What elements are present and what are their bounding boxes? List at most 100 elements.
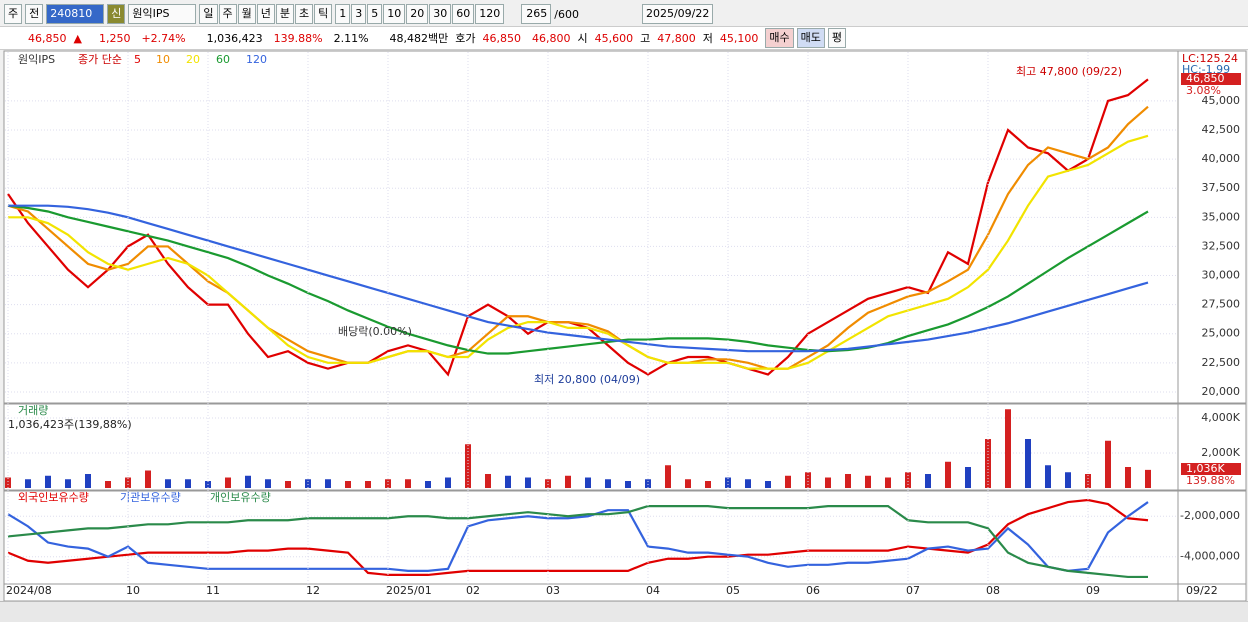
x-tick-label: 08 xyxy=(986,584,1000,597)
volume-bar xyxy=(945,461,951,488)
vratio: 139.88% xyxy=(273,31,323,45)
unit-button[interactable]: 주 xyxy=(218,4,237,24)
volume-bar xyxy=(745,479,751,488)
num-button[interactable]: 20 xyxy=(406,4,429,24)
volume-bar xyxy=(965,467,971,488)
num-button[interactable]: 30 xyxy=(429,4,452,24)
legend-entry: 외국인보유수량 xyxy=(18,491,89,504)
legend-entry: 120 xyxy=(246,53,267,66)
volume-bar xyxy=(425,481,431,488)
num-button[interactable]: 5 xyxy=(367,4,383,24)
total: /600 xyxy=(554,7,579,21)
last-rate: 3.08% xyxy=(1186,84,1221,97)
y-tick-label: 4,000K xyxy=(1201,411,1240,424)
legend-entry: 60 xyxy=(216,53,230,66)
x-tick-label: 04 xyxy=(646,584,660,597)
series-line xyxy=(7,105,1149,370)
volume-bar xyxy=(725,477,731,488)
num-button[interactable]: 120 xyxy=(475,4,505,24)
volume-bar xyxy=(145,470,151,488)
num-button[interactable]: 3 xyxy=(351,4,367,24)
volume-bar xyxy=(1125,467,1131,488)
quote-bar: 46,850 ▲ 1,250 +2.74% 1,036,423 139.88% … xyxy=(0,26,1248,50)
y-tick-label: 37,500 xyxy=(1202,181,1241,194)
volume-bar xyxy=(5,477,11,488)
legend-entry: 5 xyxy=(134,53,141,66)
unit-button[interactable]: 일 xyxy=(199,4,218,24)
y-tick-label: -4,000,000 xyxy=(1180,550,1240,563)
volume-bar xyxy=(1145,469,1151,488)
hc: HC:-1.99 xyxy=(1182,63,1230,76)
price: 46,850 xyxy=(28,31,67,45)
series-line xyxy=(8,204,1149,353)
prev[interactable]: 전 xyxy=(25,4,44,24)
x-tick-label: 2024/08 xyxy=(6,584,52,597)
high-label: 고 xyxy=(640,32,651,45)
volume-title: 거래량 xyxy=(18,404,48,417)
volume-bar xyxy=(865,475,871,488)
series-line xyxy=(7,505,1148,579)
unit-button[interactable]: 년 xyxy=(256,4,275,24)
x-tick-label: 11 xyxy=(206,584,220,597)
num-button[interactable]: 1 xyxy=(335,4,351,24)
period[interactable]: 주 xyxy=(4,4,23,24)
unit-button[interactable]: 틱 xyxy=(314,4,333,24)
bid: 46,800 xyxy=(532,31,571,45)
date[interactable]: 2025/09/22 xyxy=(641,4,714,24)
legend-entry: 기관보유수량 xyxy=(120,491,181,504)
volume-bar xyxy=(805,472,811,488)
volume-bar xyxy=(1025,439,1031,488)
sell[interactable]: 매도 xyxy=(796,28,825,48)
ask-label: 호가 xyxy=(455,32,476,45)
series-line xyxy=(7,204,1149,355)
y-tick-label: -2,000,000 xyxy=(1180,509,1240,522)
volume-bar xyxy=(85,474,91,488)
y-tick-label: 20,000 xyxy=(1202,385,1241,398)
volume-bar xyxy=(25,479,31,488)
legend-entry: 20 xyxy=(186,53,200,66)
volume-bar xyxy=(925,474,931,488)
volume-bar xyxy=(1065,472,1071,488)
legend-prefix: 종가 단순 xyxy=(78,53,122,66)
y-tick-label: 30,000 xyxy=(1202,269,1241,282)
eval[interactable]: 평 xyxy=(827,28,847,48)
x-tick-label: 06 xyxy=(806,584,820,597)
low: 45,100 xyxy=(719,31,759,45)
stock-name[interactable]: 원익IPS xyxy=(128,4,197,24)
code[interactable]: 240810 xyxy=(46,4,105,24)
volume-bar xyxy=(385,479,391,488)
y-tick-label: 2,000K xyxy=(1201,446,1240,459)
amount: 48,482백만 xyxy=(389,32,449,45)
volume-bar xyxy=(1105,440,1111,488)
volume-bar xyxy=(845,474,851,488)
annotation-high: 최고 47,800 (09/22) xyxy=(1016,65,1122,78)
volume-bar xyxy=(665,465,671,488)
volume-bar xyxy=(405,479,411,488)
price-panel xyxy=(3,50,1247,404)
last-volume-box xyxy=(1181,463,1241,475)
volume-bar xyxy=(645,479,651,488)
buy[interactable]: 매수 xyxy=(765,28,794,48)
num-button[interactable]: 10 xyxy=(383,4,406,24)
unit-button[interactable]: 초 xyxy=(295,4,314,24)
volume-bar xyxy=(585,477,591,488)
unit-button[interactable]: 분 xyxy=(275,4,294,24)
num-button[interactable]: 60 xyxy=(452,4,475,24)
count[interactable]: 265 xyxy=(521,4,552,24)
volume-bar xyxy=(125,477,131,488)
volume-bar xyxy=(825,477,831,488)
scrollbar[interactable] xyxy=(0,601,1248,622)
volume-bar xyxy=(525,477,531,488)
lc: LC:125.24 xyxy=(1182,52,1238,65)
unit-button[interactable]: 월 xyxy=(237,4,256,24)
volume-bar xyxy=(905,472,911,488)
volume-bar xyxy=(1045,465,1051,488)
change: 1,250 xyxy=(98,31,131,45)
volume-bar xyxy=(785,475,791,488)
y-tick-label: 35,000 xyxy=(1202,210,1241,223)
x-tick-label: 09 xyxy=(1086,584,1100,597)
y-tick-label: 42,500 xyxy=(1202,123,1241,136)
x-tick-label: 12 xyxy=(306,584,320,597)
y-tick-label: 25,000 xyxy=(1202,327,1241,340)
